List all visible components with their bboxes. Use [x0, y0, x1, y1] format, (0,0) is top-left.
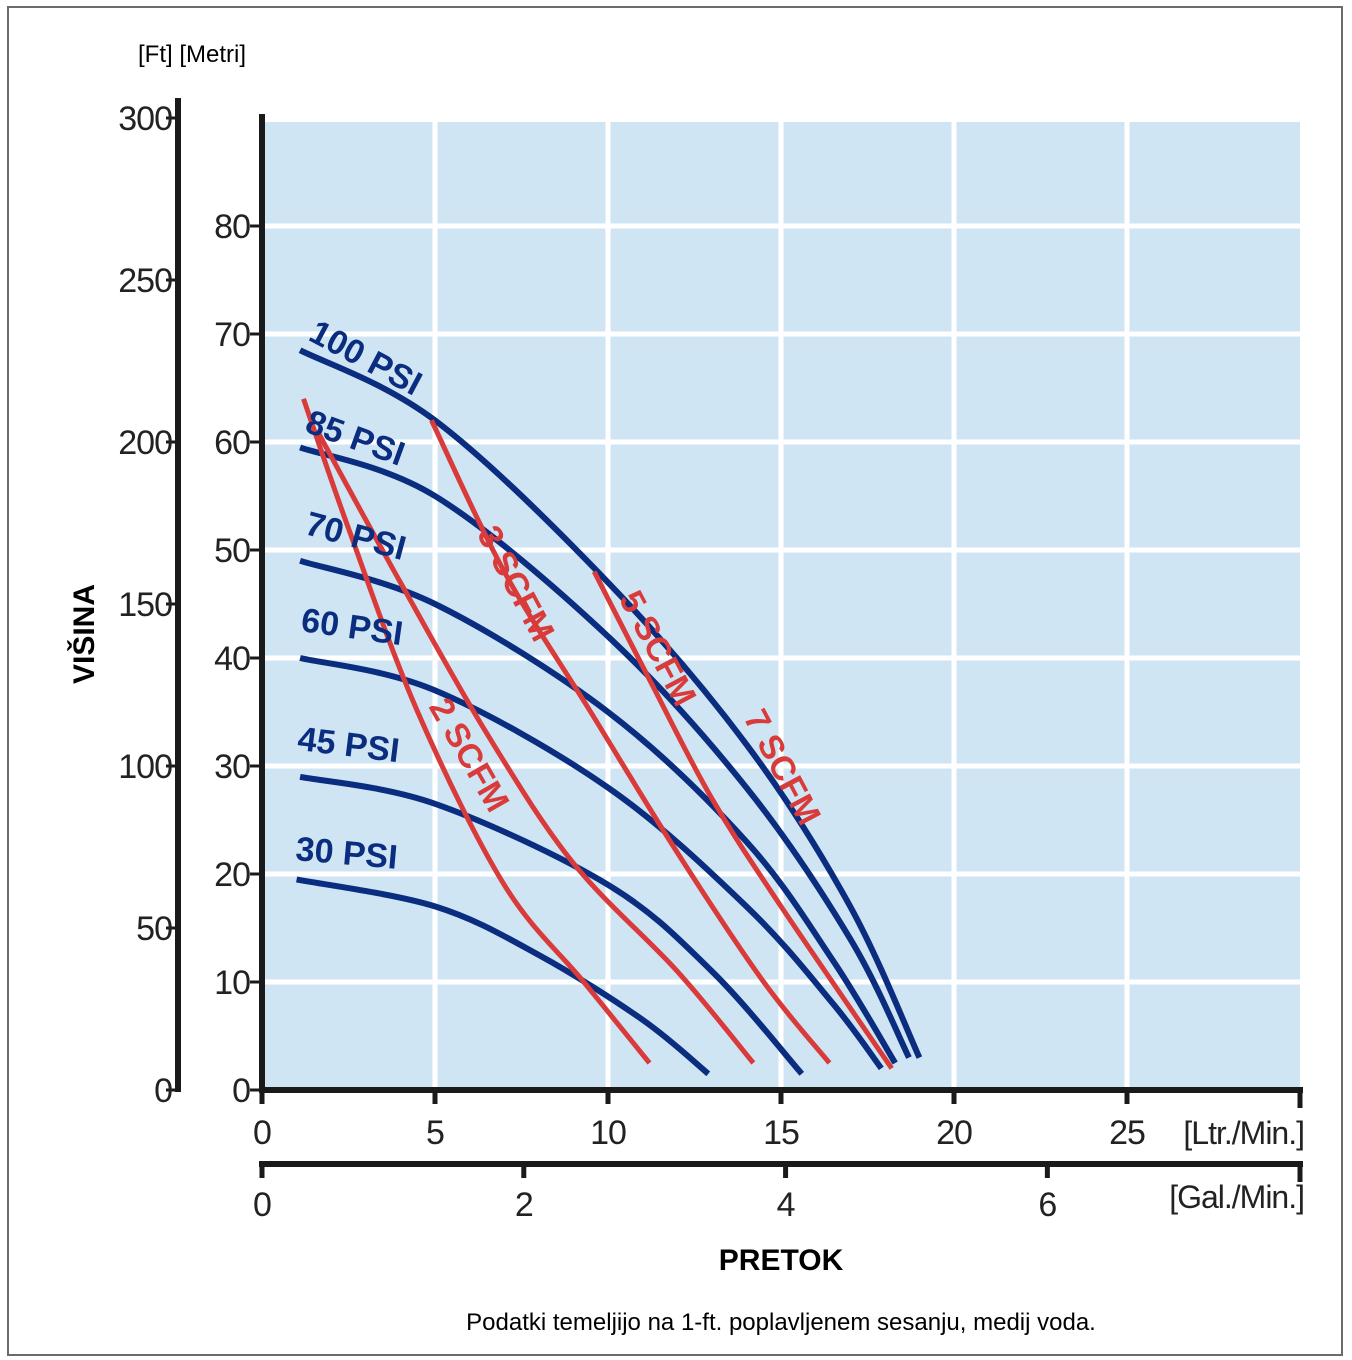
y-axis-ft-tick-label: 200: [118, 424, 172, 462]
x-axis-gpm-unit: [Gal./Min.]: [1169, 1179, 1304, 1215]
curve-30-psi: [296, 876, 711, 1077]
y-axis-metri-tick-label: 0: [232, 1072, 250, 1110]
units-label: [Ft] [Metri]: [138, 41, 246, 68]
x-axis-lpm-tick-label: 20: [936, 1114, 972, 1152]
y-axis-metri-tick-label: 70: [214, 316, 250, 354]
x-axis-lpm-tick-label: 25: [1109, 1114, 1145, 1152]
curve-45-psi: [299, 773, 805, 1076]
scfm-curves: [301, 397, 894, 1070]
x-axis-lpm-tick-label: 5: [426, 1114, 444, 1152]
y-axis-metri-tick-label: 10: [214, 964, 250, 1002]
label-30-psi: 30 PSI: [294, 830, 399, 877]
x-axis-lpm-tick-label: 15: [763, 1114, 799, 1152]
x-axis-lpm-unit: [Ltr./Min.]: [1183, 1115, 1304, 1151]
curve-7-scfm: [591, 570, 894, 1070]
curve-60-psi: [299, 655, 884, 1071]
curve-100-psi: [298, 347, 923, 1059]
y-axis-ft-tick-label: 0: [154, 1072, 172, 1110]
curve-70-psi: [299, 557, 898, 1065]
x-axis-title: PRETOK: [719, 1244, 844, 1277]
y-axis-metri-tick-label: 60: [214, 424, 250, 462]
x-axis-gpm-tick-label: 6: [1038, 1186, 1056, 1224]
y-axis-metri-tick-label: 20: [214, 856, 250, 894]
y-axis-metri-tick-label: 40: [214, 640, 250, 678]
y-axis-ft-tick-label: 300: [118, 100, 172, 138]
x-axis-gpm-tick-label: 4: [777, 1186, 795, 1224]
y-axis-ft-tick-label: 250: [118, 262, 172, 300]
curve-3-scfm: [315, 429, 756, 1065]
y-axis-metri-tick-label: 50: [214, 532, 250, 570]
curve-5-scfm: [429, 419, 832, 1065]
curve-85-psi: [299, 444, 912, 1059]
footnote: Podatki temeljijo na 1-ft. poplavljenem …: [466, 1309, 1096, 1336]
x-axis-lpm-tick-label: 0: [253, 1114, 271, 1152]
y-axis-metri-tick-label: 30: [214, 748, 250, 786]
x-axis-gpm-tick-label: 2: [515, 1186, 533, 1224]
x-axis-gpm-tick-label: 0: [253, 1186, 271, 1224]
x-axis-lpm-tick-label: 10: [590, 1114, 626, 1152]
y-axis-metri-tick-label: 80: [214, 208, 250, 246]
psi-curves: [296, 347, 923, 1077]
curve-2-scfm: [301, 397, 652, 1065]
chart-frame: [7, 6, 1343, 1356]
y-axis-title: VIŠINA: [67, 584, 101, 684]
y-axis-ft-tick-label: 150: [118, 586, 172, 624]
y-axis-ft-tick-label: 50: [136, 910, 172, 948]
y-axis-ft-tick-label: 100: [118, 748, 172, 786]
grid-lines: [262, 122, 1300, 1090]
